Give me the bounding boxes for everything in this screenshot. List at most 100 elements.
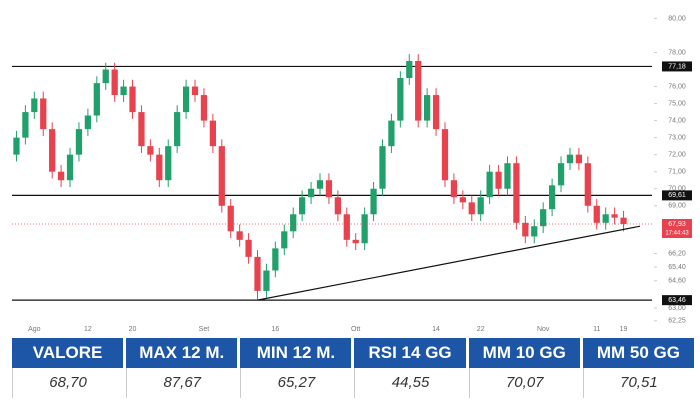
candle-body	[120, 86, 127, 96]
table-value-cell: 87,67	[126, 368, 237, 398]
candle-body	[557, 163, 565, 186]
candle-body	[84, 115, 92, 130]
y-tick-label: 70,00	[668, 186, 686, 193]
candle-body	[281, 231, 288, 249]
candle-body	[450, 180, 458, 198]
candle-body	[477, 197, 484, 215]
x-tick-label: Ago	[28, 326, 41, 333]
candle-body	[334, 197, 341, 215]
level-label-box	[662, 61, 692, 72]
candle-body	[566, 154, 574, 164]
x-tick-label: 12	[84, 326, 92, 333]
candle-body	[486, 171, 493, 198]
y-tick-label: 74,00	[668, 117, 686, 124]
candle-body	[459, 197, 466, 203]
y-tick-label: 80,00	[668, 15, 686, 22]
candle-body	[290, 214, 297, 232]
table-value-cell: 65,27	[240, 368, 351, 398]
y-tick-label: 72,00	[668, 152, 686, 159]
y-tick-label: 62,25	[668, 318, 686, 325]
candle-body	[468, 202, 475, 215]
candle-body	[182, 86, 190, 113]
candle-body	[540, 209, 547, 227]
candle-body	[13, 137, 20, 155]
candle-body	[370, 188, 377, 215]
level-label: 69,61	[668, 192, 686, 199]
x-tick-label: 22	[477, 326, 485, 333]
candle-body	[406, 60, 413, 79]
x-tick-label: 20	[129, 326, 137, 333]
y-tick-label: 69,00	[668, 203, 686, 210]
candle-body	[361, 214, 368, 244]
y-tick-label: 73,00	[668, 134, 686, 141]
candle-body	[424, 95, 431, 121]
candle-body	[584, 163, 591, 206]
candle-body	[299, 197, 306, 215]
level-label: 63,46	[668, 297, 686, 304]
candle-body	[254, 256, 261, 291]
y-tick-label: 65,40	[668, 264, 686, 271]
table-value-cell: 70,07	[468, 368, 580, 398]
candle-body	[174, 112, 181, 147]
candle-body	[522, 222, 529, 237]
stats-table: VALORE MAX 12 M. MIN 12 M. RSI 14 GG MM 10 G…	[12, 338, 694, 398]
candle-body	[531, 226, 538, 237]
candle-body	[504, 163, 511, 189]
table-value-cell: 44,55	[354, 368, 465, 398]
chart: 80,00 78,00 76,00 75,00 74,00 73,00 72,00 71,00…	[12, 15, 692, 333]
candle-body	[245, 239, 252, 257]
candle-body	[432, 95, 440, 130]
candle-body	[325, 180, 333, 198]
candle-body	[397, 78, 404, 121]
candle-body	[575, 154, 583, 164]
table-header-cell: MM 10 GG	[468, 338, 580, 368]
candle-body	[236, 231, 243, 240]
candle-body	[495, 171, 502, 189]
candle-body	[31, 98, 38, 113]
x-tick-label: 16	[271, 326, 279, 333]
candle-body	[227, 205, 234, 232]
last-price-label: 67,93	[668, 221, 686, 228]
candle-body	[165, 146, 172, 181]
candle-body	[40, 98, 47, 130]
trend-line	[257, 225, 641, 301]
candle-body	[272, 248, 279, 271]
candle-body	[93, 83, 100, 116]
candle-body	[352, 239, 359, 244]
y-tick-label: 78,00	[668, 49, 686, 56]
x-tick-label: 14	[432, 326, 440, 333]
table-header-cell: RSI 14 GG	[354, 338, 466, 368]
y-tick-label: 63,00	[668, 305, 686, 312]
candle-body	[415, 60, 422, 121]
candle-body	[316, 180, 324, 189]
candle-body	[263, 270, 270, 291]
table-header-cell: MIN 12 M.	[240, 338, 352, 368]
x-tick-label: Set	[199, 326, 210, 333]
candle-body	[548, 185, 556, 210]
y-tick-label: 75,00	[668, 100, 686, 107]
x-tick-label: 19	[620, 326, 628, 333]
candle-body	[22, 112, 29, 138]
level-label-box	[662, 295, 692, 306]
candle-body	[75, 129, 83, 155]
candle-body	[602, 214, 609, 223]
y-tick-label: 76,00	[668, 83, 686, 90]
candle-body	[147, 146, 154, 155]
table-header-cell: MAX 12 M.	[126, 338, 238, 368]
candle-body	[191, 86, 199, 96]
candle-body	[611, 214, 618, 218]
y-tick-label: 71,00	[668, 169, 686, 176]
candle-body	[513, 163, 520, 223]
candle-body	[388, 120, 395, 147]
x-tick-label: Nov	[537, 326, 550, 333]
x-tick-label: 11	[593, 326, 600, 333]
candle-body	[49, 129, 56, 172]
candle-body	[200, 95, 208, 121]
candle-body	[307, 188, 315, 198]
candle-body	[129, 86, 136, 113]
level-label: 77,18	[668, 63, 686, 70]
candle-body	[209, 120, 216, 147]
candle-body	[441, 129, 449, 181]
table-header-cell: VALORE	[12, 338, 124, 368]
y-tick-label: 66,20	[668, 250, 686, 257]
